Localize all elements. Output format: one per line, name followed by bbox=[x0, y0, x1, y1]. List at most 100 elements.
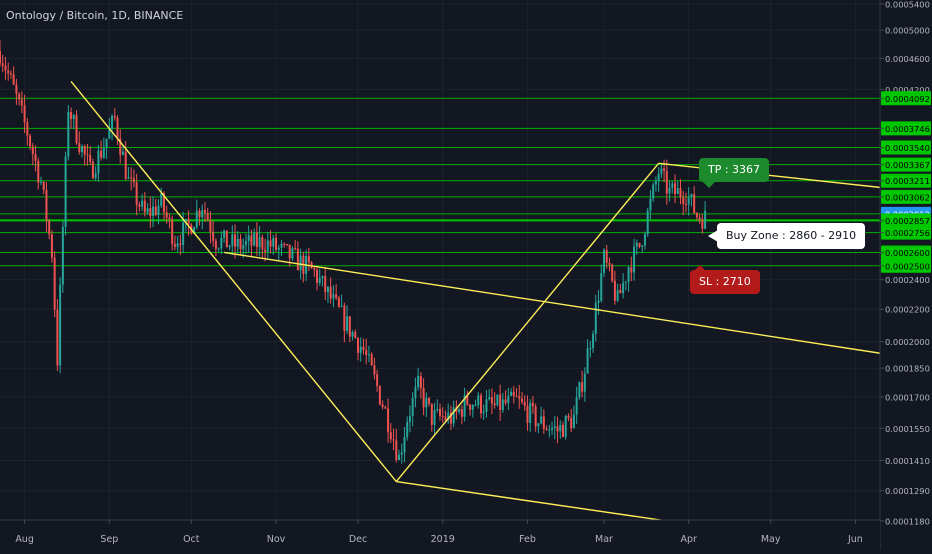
candle[interactable] bbox=[545, 425, 548, 431]
candle[interactable] bbox=[439, 403, 441, 421]
candle[interactable] bbox=[676, 180, 679, 195]
candle[interactable] bbox=[403, 426, 406, 463]
candle[interactable] bbox=[340, 294, 343, 308]
candle[interactable] bbox=[354, 329, 357, 339]
candle[interactable] bbox=[458, 407, 461, 415]
candle[interactable] bbox=[589, 340, 592, 358]
candle[interactable] bbox=[195, 199, 198, 230]
candle[interactable] bbox=[0, 40, 1, 67]
candle[interactable] bbox=[638, 242, 641, 249]
candle[interactable] bbox=[652, 182, 655, 203]
candle[interactable] bbox=[367, 345, 370, 363]
candle[interactable] bbox=[668, 180, 671, 202]
candle[interactable] bbox=[250, 229, 253, 258]
trend-line[interactable] bbox=[395, 162, 660, 483]
candle[interactable] bbox=[56, 299, 59, 371]
candle[interactable] bbox=[373, 357, 376, 380]
candle[interactable] bbox=[4, 56, 7, 80]
candle[interactable] bbox=[482, 404, 485, 421]
candle[interactable] bbox=[594, 294, 597, 342]
candle[interactable] bbox=[187, 210, 190, 236]
candle[interactable] bbox=[346, 305, 349, 335]
candle[interactable] bbox=[121, 145, 124, 156]
candle[interactable] bbox=[408, 405, 411, 433]
candle[interactable] bbox=[493, 392, 496, 409]
candle[interactable] bbox=[624, 280, 627, 291]
candle[interactable] bbox=[15, 78, 18, 105]
candle[interactable] bbox=[693, 185, 696, 214]
candle[interactable] bbox=[425, 392, 428, 417]
candle[interactable] bbox=[600, 264, 603, 303]
candle[interactable] bbox=[146, 203, 149, 215]
candle[interactable] bbox=[414, 377, 417, 408]
candle[interactable] bbox=[225, 230, 228, 248]
candle[interactable] bbox=[433, 402, 436, 436]
candle[interactable] bbox=[627, 265, 630, 292]
candle[interactable] bbox=[7, 62, 10, 81]
candle[interactable] bbox=[111, 113, 114, 141]
candle[interactable] bbox=[272, 234, 275, 255]
candle[interactable] bbox=[220, 231, 223, 255]
candle[interactable] bbox=[529, 399, 532, 432]
candle[interactable] bbox=[376, 369, 379, 392]
candle[interactable] bbox=[291, 246, 294, 261]
candle[interactable] bbox=[70, 107, 73, 129]
candle[interactable] bbox=[12, 66, 15, 86]
candle[interactable] bbox=[441, 407, 444, 423]
candle[interactable] bbox=[275, 233, 278, 253]
candle[interactable] bbox=[428, 397, 431, 407]
buy-zone-label[interactable]: Buy Zone : 2860 - 2910 bbox=[717, 223, 866, 249]
candle[interactable] bbox=[616, 283, 619, 303]
candle[interactable] bbox=[78, 131, 81, 155]
candle[interactable] bbox=[389, 423, 392, 444]
candle[interactable] bbox=[179, 234, 182, 255]
candle[interactable] bbox=[255, 222, 258, 256]
candle[interactable] bbox=[61, 220, 64, 293]
candle[interactable] bbox=[449, 405, 452, 431]
candle[interactable] bbox=[231, 225, 234, 255]
candle[interactable] bbox=[29, 133, 32, 150]
candle[interactable] bbox=[531, 396, 534, 414]
candle[interactable] bbox=[679, 179, 682, 205]
candle[interactable] bbox=[171, 215, 174, 251]
candle[interactable] bbox=[501, 393, 504, 413]
trend-line[interactable] bbox=[70, 80, 397, 483]
candle[interactable] bbox=[280, 239, 283, 256]
candle[interactable] bbox=[18, 92, 21, 106]
candle[interactable] bbox=[34, 145, 37, 172]
candle[interactable] bbox=[127, 166, 130, 180]
candle[interactable] bbox=[583, 367, 586, 402]
candle[interactable] bbox=[223, 229, 226, 243]
candle[interactable] bbox=[507, 387, 510, 411]
candle[interactable] bbox=[102, 137, 105, 160]
candle[interactable] bbox=[116, 114, 119, 146]
candle[interactable] bbox=[395, 428, 398, 463]
candle[interactable] bbox=[477, 392, 480, 409]
candle[interactable] bbox=[649, 189, 652, 219]
candle[interactable] bbox=[23, 94, 26, 134]
candle[interactable] bbox=[496, 394, 499, 407]
candle[interactable] bbox=[253, 228, 256, 247]
candle[interactable] bbox=[362, 338, 365, 355]
candle[interactable] bbox=[488, 389, 491, 401]
candle[interactable] bbox=[504, 390, 507, 406]
candle[interactable] bbox=[94, 166, 97, 182]
candle[interactable] bbox=[217, 247, 220, 252]
candle[interactable] bbox=[586, 339, 589, 374]
candle[interactable] bbox=[1, 54, 4, 73]
candle[interactable] bbox=[436, 399, 439, 413]
candle[interactable] bbox=[86, 143, 89, 166]
candle[interactable] bbox=[559, 420, 562, 439]
candle[interactable] bbox=[592, 330, 595, 353]
candle[interactable] bbox=[378, 385, 381, 406]
candle[interactable] bbox=[430, 403, 433, 432]
candle[interactable] bbox=[471, 404, 474, 418]
candle[interactable] bbox=[633, 238, 636, 281]
candle[interactable] bbox=[597, 289, 600, 315]
candle[interactable] bbox=[674, 174, 677, 204]
candle[interactable] bbox=[657, 167, 660, 192]
stop-loss-label[interactable]: SL : 2710 bbox=[690, 270, 760, 294]
candle[interactable] bbox=[214, 238, 217, 256]
candle[interactable] bbox=[91, 158, 94, 180]
candle[interactable] bbox=[608, 257, 611, 272]
